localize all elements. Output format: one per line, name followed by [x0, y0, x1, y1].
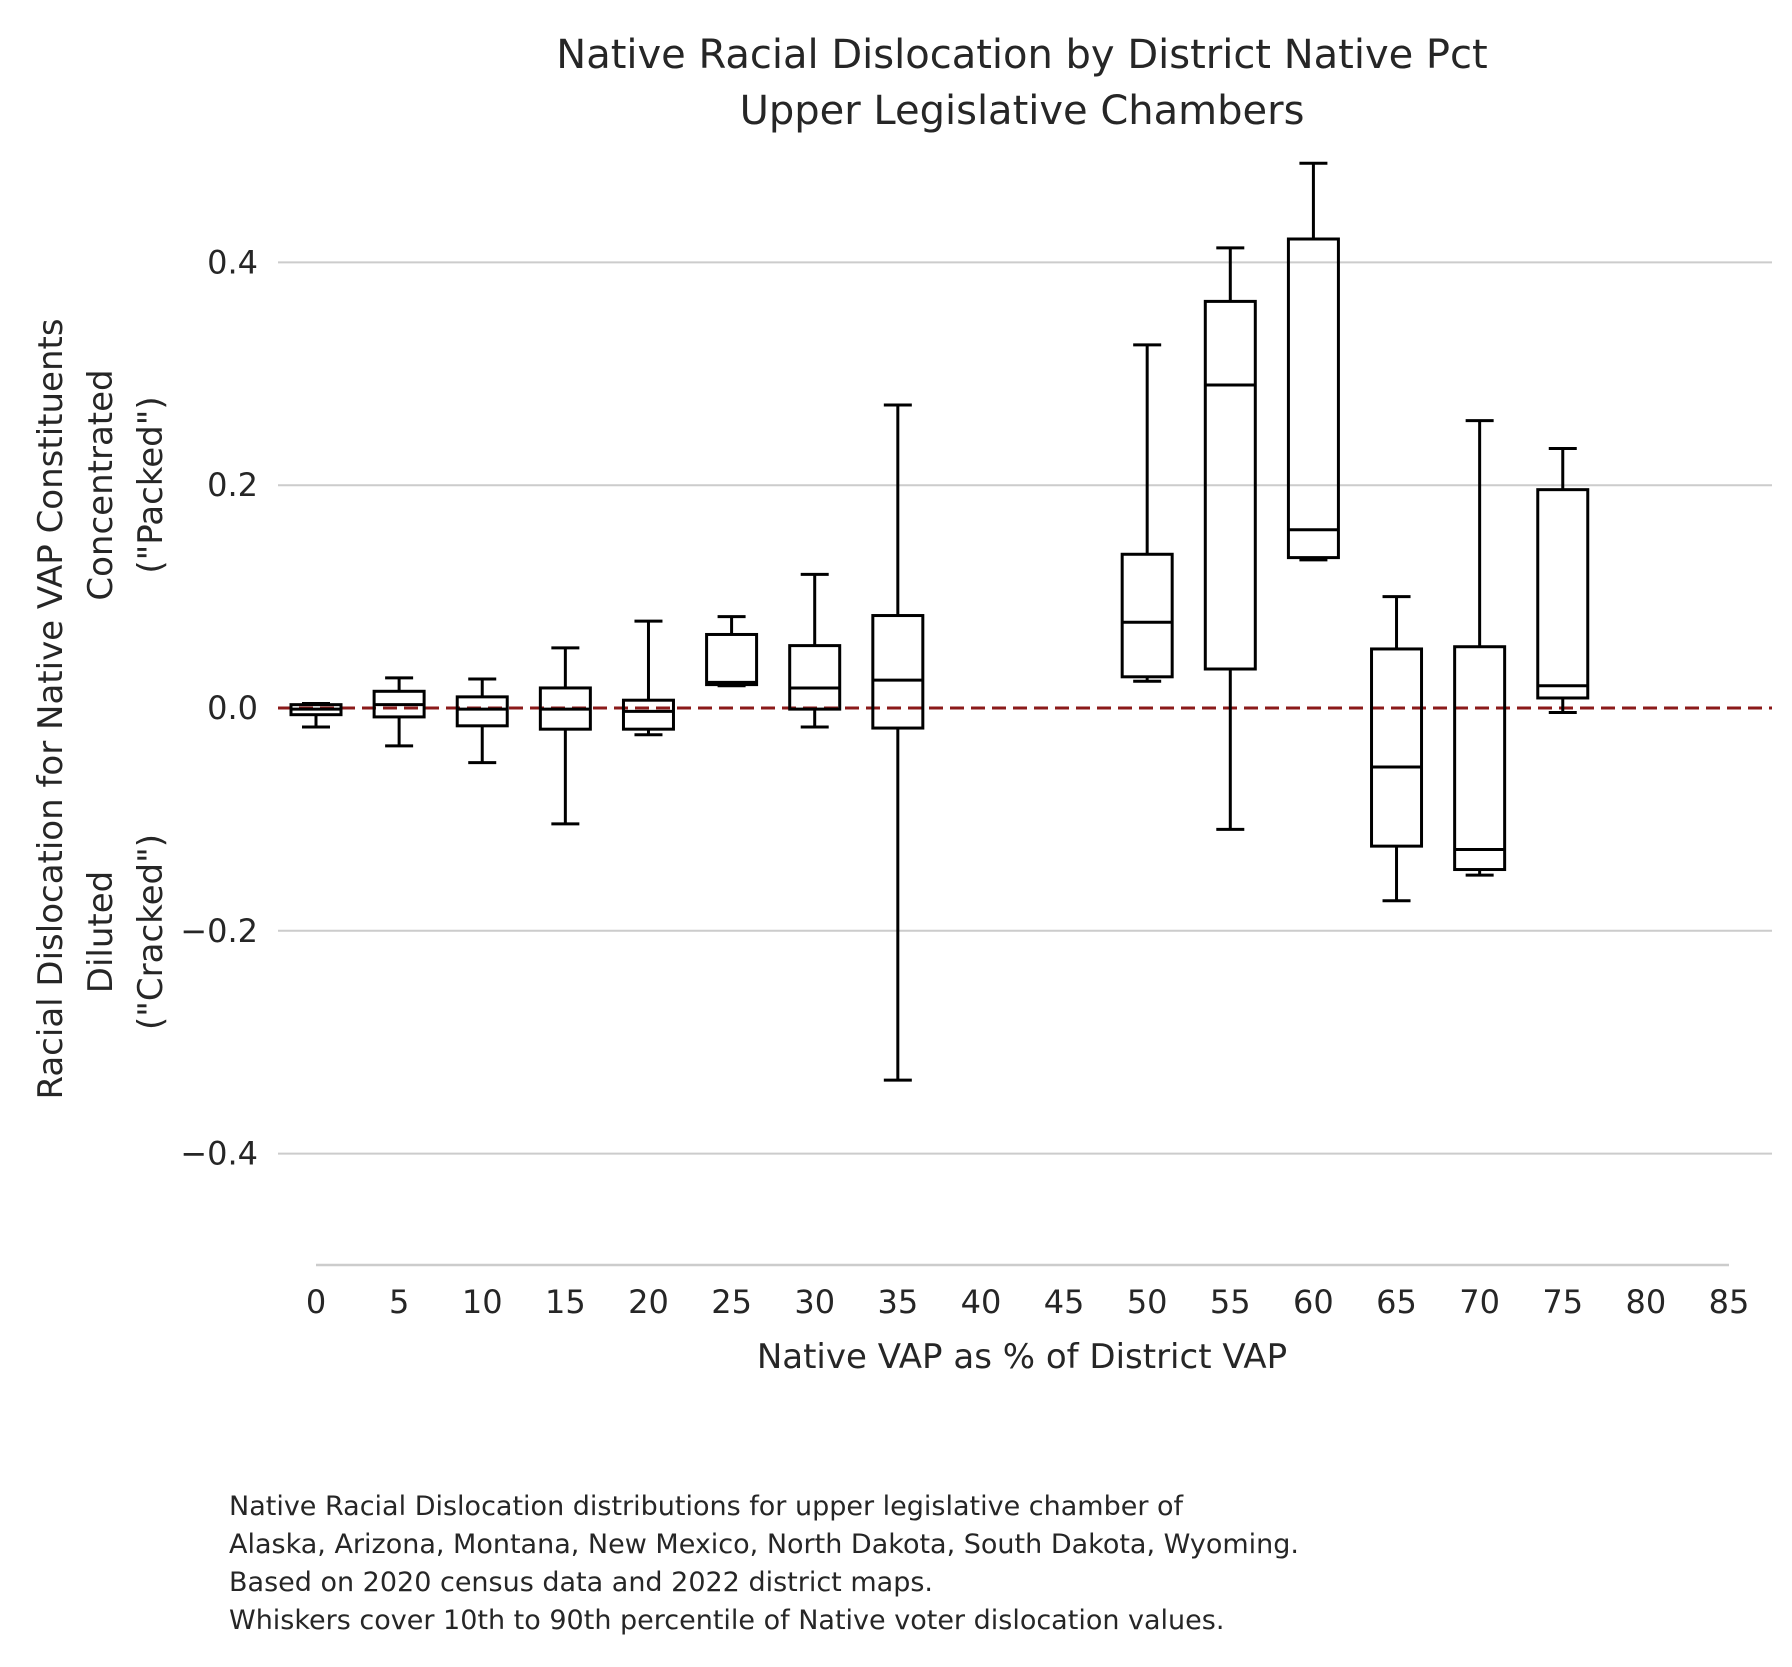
y-tick-label: 0.0 [207, 689, 258, 727]
box-iqr [788, 644, 842, 711]
y-axis-label-packed-line-2: ("Packed") [131, 396, 171, 573]
caption-line-2: Alaska, Arizona, Montana, New Mexico, No… [229, 1529, 1299, 1560]
y-axis-label: Racial Dislocation for Native VAP Consti… [31, 318, 71, 1099]
chart-title-line-1: Native Racial Dislocation by District Na… [556, 32, 1487, 78]
y-tick-label: 0.2 [207, 466, 258, 504]
x-tick-label: 70 [1459, 1283, 1500, 1321]
box-group [621, 619, 675, 737]
x-tick-label: 50 [1127, 1283, 1168, 1321]
box-group [705, 615, 759, 688]
x-tick-label: 10 [462, 1283, 503, 1321]
y-axis-label-cracked-line-2: ("Cracked") [131, 834, 171, 1030]
box-group [289, 702, 343, 729]
box-group [788, 572, 842, 729]
y-axis-label-cracked-line-1: Diluted [81, 871, 121, 993]
y-axis: −0.4 −0.2 0.0 0.2 0.4 [180, 243, 258, 1172]
caption-line-1: Native Racial Dislocation distributions … [229, 1491, 1184, 1522]
y-tick-label: 0.4 [207, 243, 258, 281]
y-gridlines [278, 261, 1772, 1155]
x-tick-label: 30 [794, 1283, 835, 1321]
x-tick-label: 85 [1709, 1283, 1750, 1321]
x-axis: 0 5 10 15 20 25 30 35 40 45 50 55 60 65 70 75 80 85 [306, 1263, 1750, 1321]
y-axis-label-packed-line-1: Concentrated [81, 369, 121, 600]
chart-title-line-2: Upper Legislative Chambers [740, 88, 1305, 134]
x-tick-label: 65 [1376, 1283, 1417, 1321]
x-tick-label: 45 [1044, 1283, 1085, 1321]
caption-line-4: Whiskers cover 10th to 90th percentile o… [229, 1605, 1225, 1636]
y-tick-label: −0.2 [180, 912, 258, 950]
box-iqr [1453, 645, 1507, 872]
box-iqr [621, 698, 675, 731]
box-iqr [1120, 552, 1174, 679]
box-iqr [455, 695, 509, 728]
box-group [1536, 446, 1590, 714]
x-tick-label: 25 [711, 1283, 752, 1321]
x-tick-label: 20 [628, 1283, 669, 1321]
box-iqr [1203, 299, 1257, 671]
box-series [289, 161, 1590, 1082]
chart-caption: Native Racial Dislocation distributions … [229, 1488, 1679, 1640]
x-tick-label: 55 [1210, 1283, 1251, 1321]
box-group [1370, 595, 1424, 903]
box-iqr [1286, 237, 1340, 560]
x-tick-label: 80 [1626, 1283, 1667, 1321]
x-tick-label: 60 [1293, 1283, 1334, 1321]
box-group [1453, 419, 1507, 877]
caption-line-3: Based on 2020 census data and 2022 distr… [229, 1567, 933, 1598]
box-group [1286, 161, 1340, 562]
box-group [372, 676, 426, 748]
x-tick-label: 5 [389, 1283, 409, 1321]
box-iqr [1536, 488, 1590, 700]
x-tick-label: 0 [306, 1283, 326, 1321]
box-group [455, 677, 509, 765]
x-tick-label: 35 [877, 1283, 918, 1321]
y-tick-label: −0.4 [180, 1135, 258, 1173]
x-tick-label: 75 [1542, 1283, 1583, 1321]
box-group [538, 646, 592, 826]
box-group [1203, 246, 1257, 831]
x-tick-label: 40 [961, 1283, 1002, 1321]
box-iqr [871, 614, 925, 730]
x-axis-label: Native VAP as % of District VAP [757, 1337, 1287, 1377]
box-group [871, 403, 925, 1082]
x-tick-label: 15 [545, 1283, 586, 1321]
box-iqr [705, 632, 759, 687]
box-group [1120, 343, 1174, 683]
box-iqr [1370, 647, 1424, 848]
